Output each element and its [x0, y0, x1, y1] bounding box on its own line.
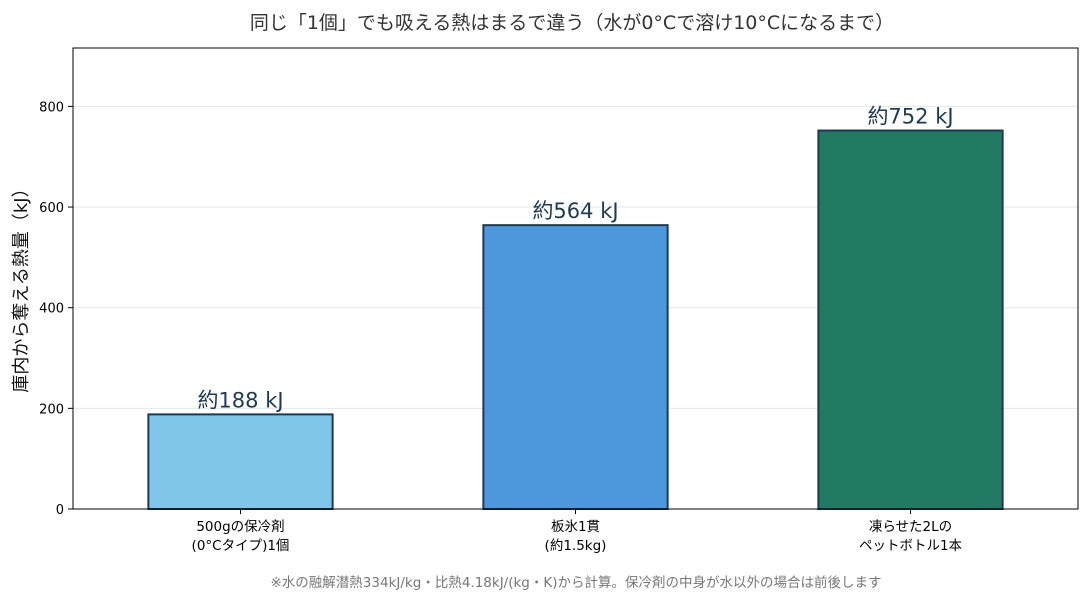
x-tick-label: 凍らせた2Lのペットボトル1本: [859, 519, 963, 554]
x-tick-label: 500gの保冷剤 (0°Cタイプ)1個: [192, 519, 290, 554]
y-axis-label: 庫内から奪える熱量（kJ）: [11, 179, 32, 392]
y-tick-label: 400: [39, 302, 64, 317]
x-tick-label-line: (約1.5kg): [545, 538, 607, 554]
x-tick-label-line: 凍らせた2Lの: [869, 519, 952, 535]
y-tick-label: 800: [39, 100, 64, 115]
bar: [482, 224, 669, 510]
x-tick-label: 板氷1貫 (約1.5kg): [545, 519, 607, 554]
bar-value-label: 約752 kJ: [867, 105, 953, 129]
y-tick-label: 0: [56, 503, 64, 518]
x-axis-ticks: 500gの保冷剤 (0°Cタイプ)1個 板氷1貫 (約1.5kg) 凍らせた2Lのペット…: [192, 509, 963, 554]
y-tick-label: 600: [39, 201, 64, 216]
x-tick-label-line: ペットボトル1本: [859, 538, 963, 554]
bar-value-label: 約564 kJ: [532, 199, 618, 223]
x-tick-label-line: 500gの保冷剤: [196, 519, 284, 535]
footnote: ※水の融解潜熱334kJ/kg・比熱4.18kJ/(kg・K)から計算。保冷剤の…: [271, 574, 882, 591]
bar-value-label: 約188 kJ: [197, 388, 283, 412]
y-tick-label: 200: [39, 402, 64, 417]
x-tick-label-line: 板氷1貫: [551, 519, 600, 535]
bar: [147, 413, 334, 510]
x-tick-label-line: (0°Cタイプ)1個: [192, 538, 290, 554]
chart-title: 同じ「1個」でも吸える熱はまるで違う（水が0°Cで溶け10°Cになるまで）: [250, 12, 894, 34]
y-axis-ticks: 0 200 400 600 800: [39, 100, 73, 518]
bar: [817, 129, 1004, 511]
bars: 約188 kJ 約564 kJ 約752 kJ: [147, 105, 1004, 511]
